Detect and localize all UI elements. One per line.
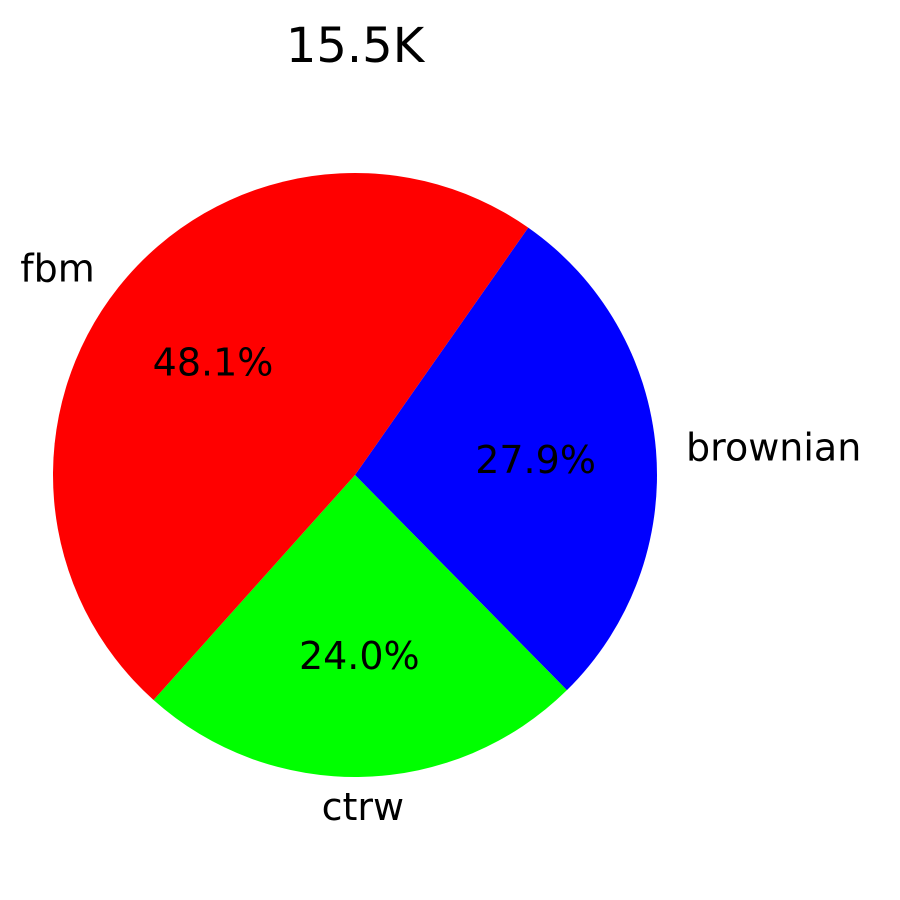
pie-category-label-ctrw: ctrw <box>322 785 405 829</box>
pie-slice-fbm <box>53 173 529 700</box>
chart-title: 15.5K <box>286 18 426 74</box>
pie-labels: 27.9% brownian 24.0% ctrw 48.1% fbm <box>20 247 861 830</box>
pie-category-label-fbm: fbm <box>20 247 95 291</box>
pie-pct-label-fbm: 48.1% <box>153 340 274 384</box>
pie-slice-ctrw <box>153 475 567 777</box>
pie-pct-label-ctrw: 24.0% <box>299 634 420 678</box>
pie-category-label-brownian: brownian <box>686 425 861 469</box>
pie-slice-brownian <box>355 227 657 691</box>
pie-pct-label-brownian: 27.9% <box>475 438 596 482</box>
pie-slices <box>53 173 657 777</box>
